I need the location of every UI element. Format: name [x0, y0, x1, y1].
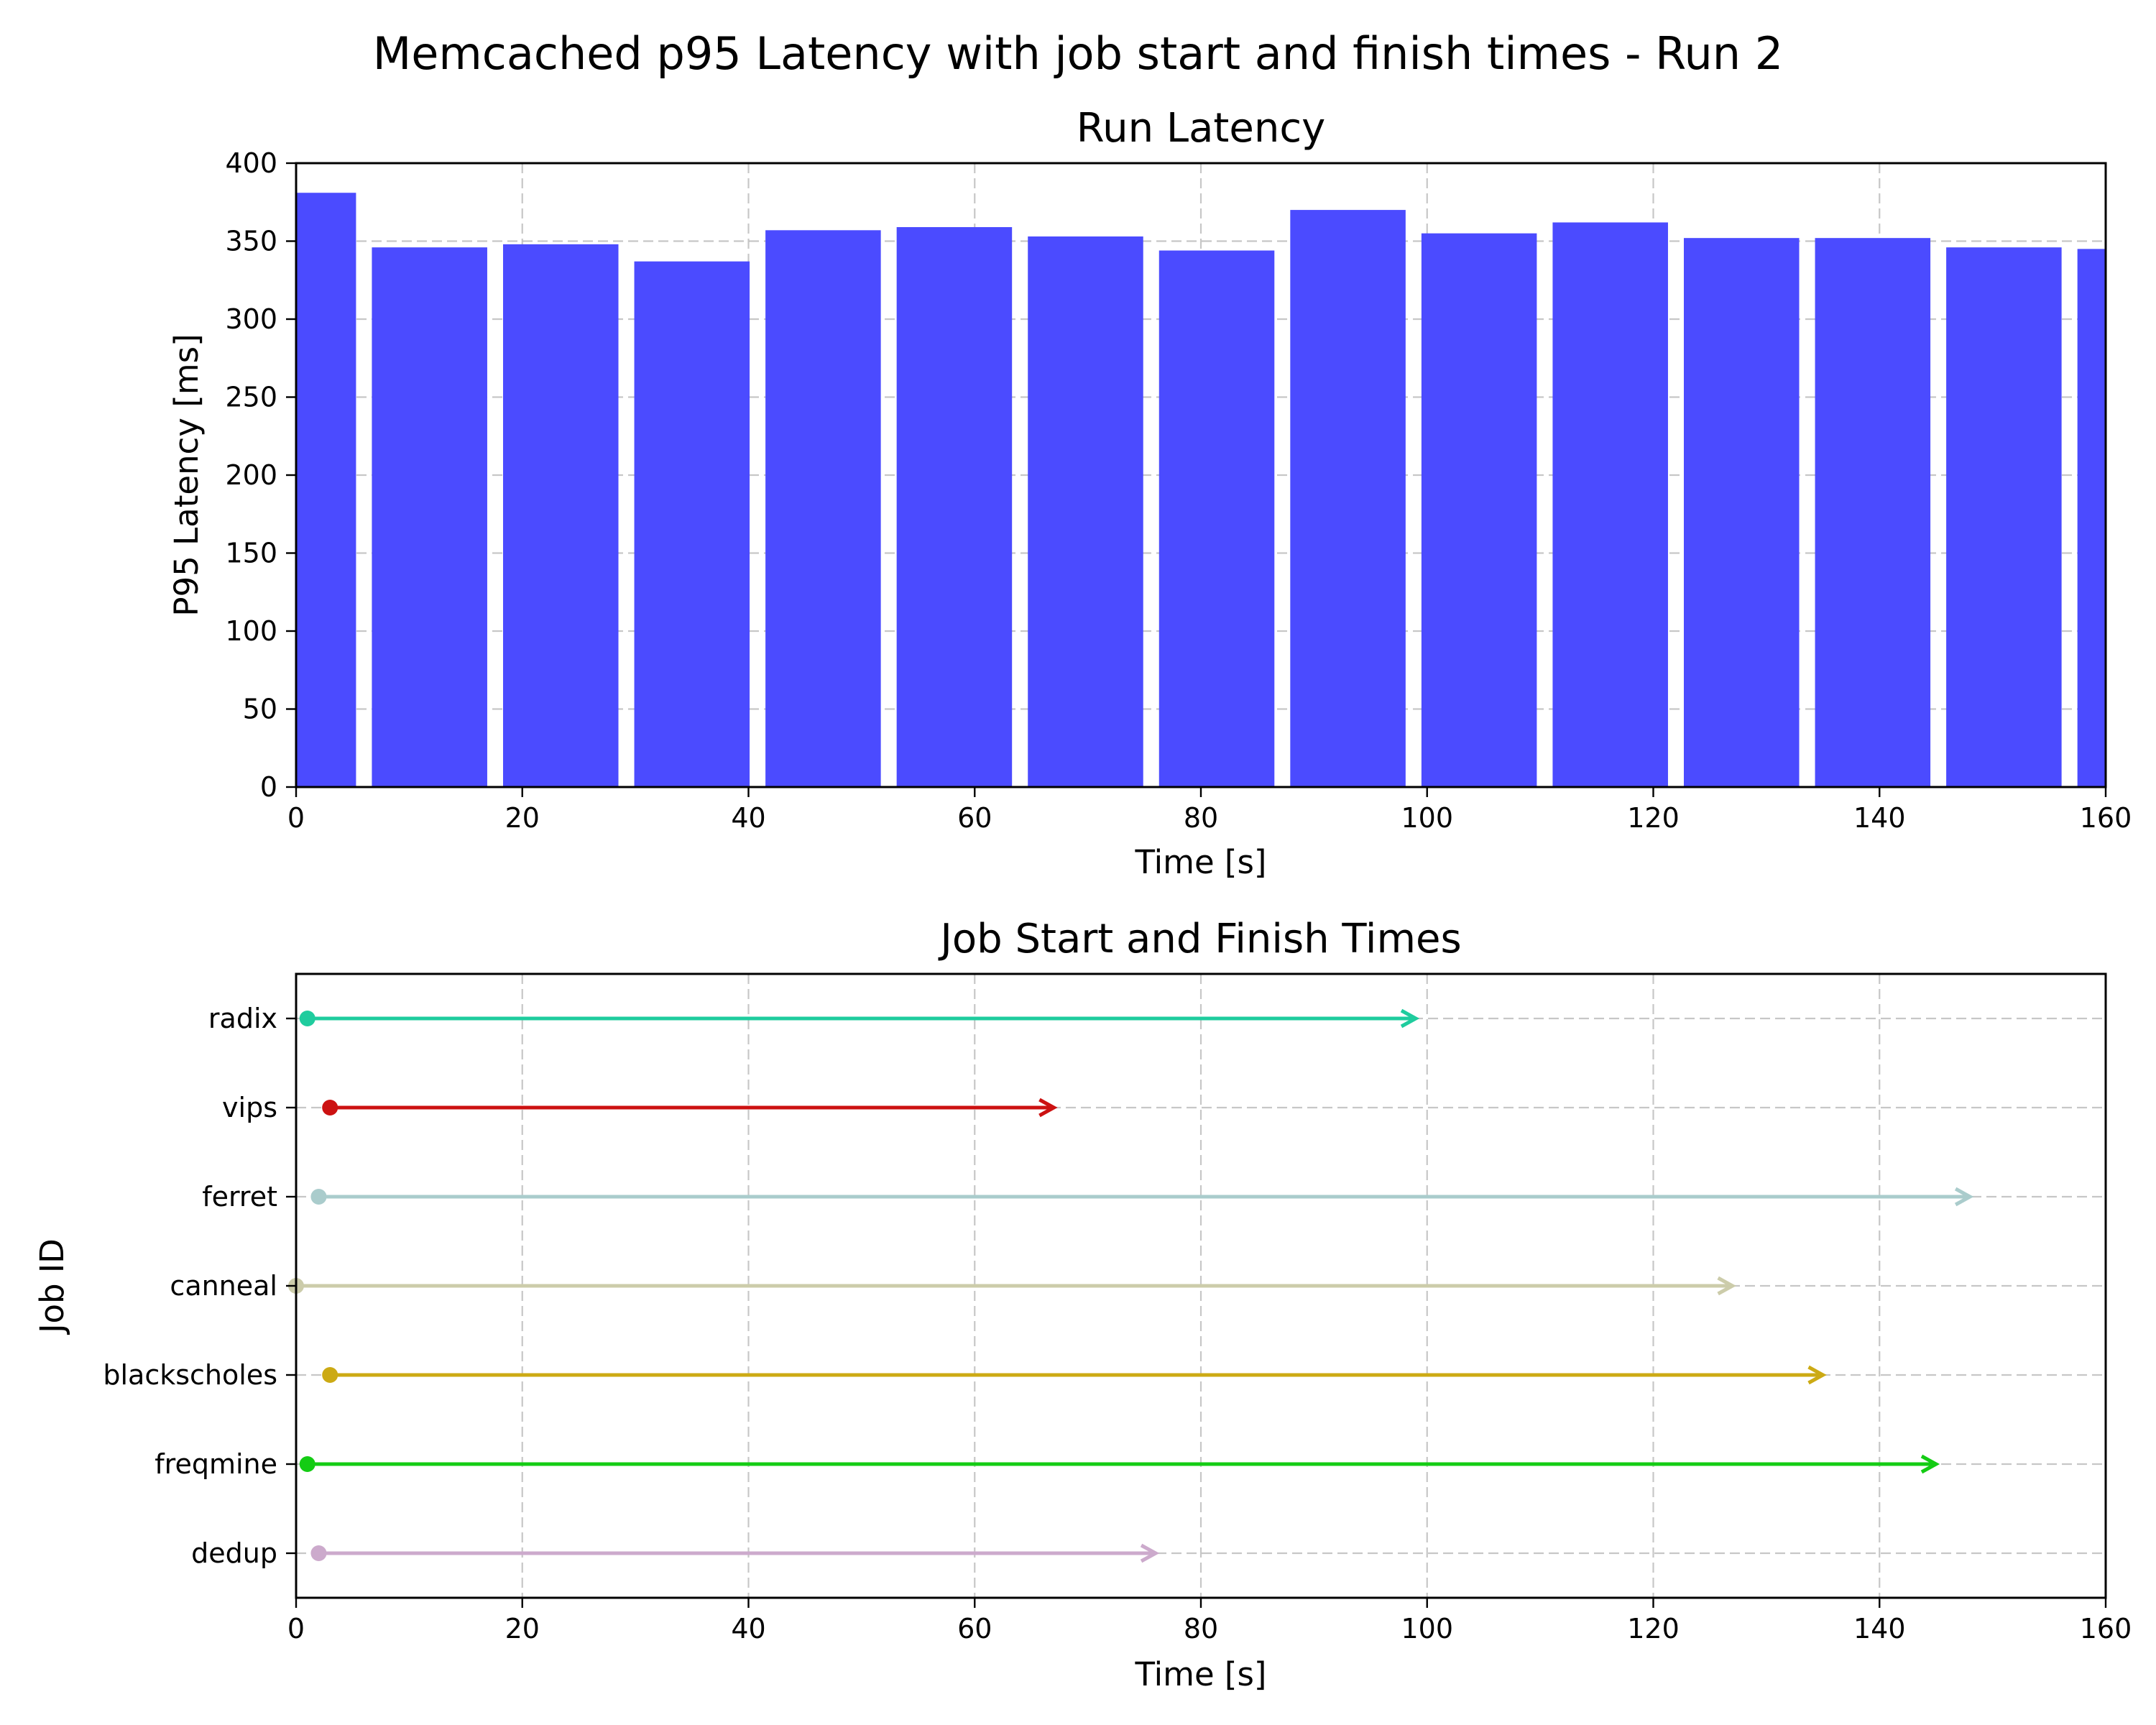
job-vips [322, 1098, 1058, 1118]
latency-xtick-label-5: 100 [1401, 802, 1453, 834]
job-dedup [310, 1543, 1160, 1563]
timeline-y-ticks: radix vips ferret canneal blackscholes freqmi… [103, 1003, 296, 1569]
latency-ytick-label-1: 50 [243, 694, 277, 725]
timeline-ytick-label-canneal: canneal [170, 1270, 277, 1302]
latency-bar-chart: Run Latency 0 20 40 60 80 100 120 140 160 0 50 100… [167, 105, 2132, 881]
latency-bars [296, 193, 2106, 787]
latency-bar-5 [896, 226, 1013, 787]
latency-xtick-label-2: 40 [731, 802, 765, 834]
job-arrowhead-canneal [1717, 1276, 1736, 1296]
job-ferret [310, 1187, 1974, 1207]
latency-ytick-label-0: 0 [260, 771, 277, 803]
job-arrowhead-blackscholes [1807, 1365, 1827, 1385]
latency-ytick-label-8: 400 [225, 147, 277, 179]
figure-title: Memcached p95 Latency with job start and… [373, 27, 1783, 80]
latency-bar-2 [502, 244, 619, 787]
timeline-xtick-label-8: 160 [2080, 1613, 2132, 1644]
job-start-marker-vips [322, 1100, 338, 1116]
timeline-x-axis-label: Time [s] [1135, 1655, 1267, 1693]
job-arrowhead-freqmine [1920, 1454, 1940, 1474]
latency-bar-11 [1683, 238, 1800, 787]
latency-xtick-label-4: 80 [1184, 802, 1218, 834]
timeline-ytick-label-dedup: dedup [191, 1537, 277, 1569]
latency-bar-4 [765, 230, 881, 787]
job-blackscholes [322, 1365, 1827, 1385]
latency-xtick-label-7: 140 [1853, 802, 1906, 834]
latency-bar-14 [2077, 249, 2106, 787]
latency-chart-title: Run Latency [1077, 105, 1326, 152]
latency-bar-6 [1028, 236, 1143, 787]
latency-bar-12 [1815, 238, 1931, 787]
timeline-xtick-label-3: 60 [957, 1613, 992, 1644]
latency-xtick-label-6: 120 [1627, 802, 1680, 834]
job-arrowhead-radix [1400, 1008, 1420, 1029]
latency-x-ticks: 0 20 40 60 80 100 120 140 160 [287, 787, 2132, 834]
job-freqmine [299, 1454, 1940, 1474]
latency-xtick-label-0: 0 [287, 802, 305, 834]
latency-bar-1 [372, 247, 487, 787]
job-start-marker-radix [299, 1011, 315, 1026]
timeline-chart-title: Job Start and Finish Times [938, 916, 1461, 962]
job-start-marker-dedup [310, 1545, 327, 1561]
latency-ytick-label-5: 250 [225, 382, 277, 413]
latency-ytick-label-2: 100 [225, 615, 277, 647]
latency-x-axis-label: Time [s] [1135, 843, 1267, 881]
job-arrowhead-ferret [1954, 1187, 1974, 1207]
latency-bar-3 [634, 261, 750, 787]
timeline-ytick-label-blackscholes: blackscholes [103, 1359, 277, 1391]
latency-y-axis-label: P95 Latency [ms] [167, 334, 206, 616]
timeline-x-ticks: 0 20 40 60 80 100 120 140 160 [287, 1598, 2132, 1644]
latency-xtick-label-3: 60 [957, 802, 992, 834]
job-timeline-chart: Job Start and Finish Times 0 20 40 60 80 100 1… [33, 916, 2132, 1693]
latency-ytick-label-4: 200 [225, 459, 277, 491]
job-start-marker-freqmine [299, 1456, 315, 1472]
timeline-ytick-label-freqmine: freqmine [155, 1448, 277, 1480]
latency-xtick-label-8: 160 [2080, 802, 2132, 834]
timeline-y-axis-label: Job ID [33, 1238, 71, 1335]
timeline-xtick-label-1: 20 [505, 1613, 540, 1644]
timeline-jobs [288, 1008, 1974, 1563]
job-radix [299, 1008, 1420, 1029]
latency-bar-7 [1158, 250, 1275, 787]
job-arrowhead-dedup [1140, 1543, 1160, 1563]
timeline-xtick-label-5: 100 [1401, 1613, 1453, 1644]
timeline-ytick-label-radix: radix [208, 1003, 277, 1034]
job-start-marker-blackscholes [322, 1367, 338, 1383]
latency-bar-9 [1421, 233, 1537, 787]
timeline-xtick-label-4: 80 [1184, 1613, 1218, 1644]
latency-bar-0 [296, 193, 356, 787]
latency-bar-8 [1290, 210, 1406, 787]
latency-bar-10 [1552, 222, 1668, 787]
timeline-xtick-label-2: 40 [731, 1613, 765, 1644]
job-start-marker-ferret [310, 1189, 327, 1205]
job-canneal [288, 1276, 1736, 1296]
latency-bar-13 [1946, 247, 2062, 787]
latency-y-ticks: 0 50 100 150 200 250 300 350 400 [225, 147, 296, 803]
latency-xtick-label-1: 20 [505, 802, 540, 834]
latency-ytick-label-6: 300 [225, 303, 277, 335]
timeline-xtick-label-6: 120 [1627, 1613, 1680, 1644]
latency-ytick-label-3: 150 [225, 538, 277, 569]
latency-ytick-label-7: 350 [225, 226, 277, 257]
timeline-xtick-label-0: 0 [287, 1613, 305, 1644]
timeline-xtick-label-7: 140 [1853, 1613, 1906, 1644]
job-arrowhead-vips [1038, 1098, 1058, 1118]
timeline-ytick-label-vips: vips [222, 1092, 277, 1123]
timeline-ytick-label-ferret: ferret [202, 1181, 277, 1213]
